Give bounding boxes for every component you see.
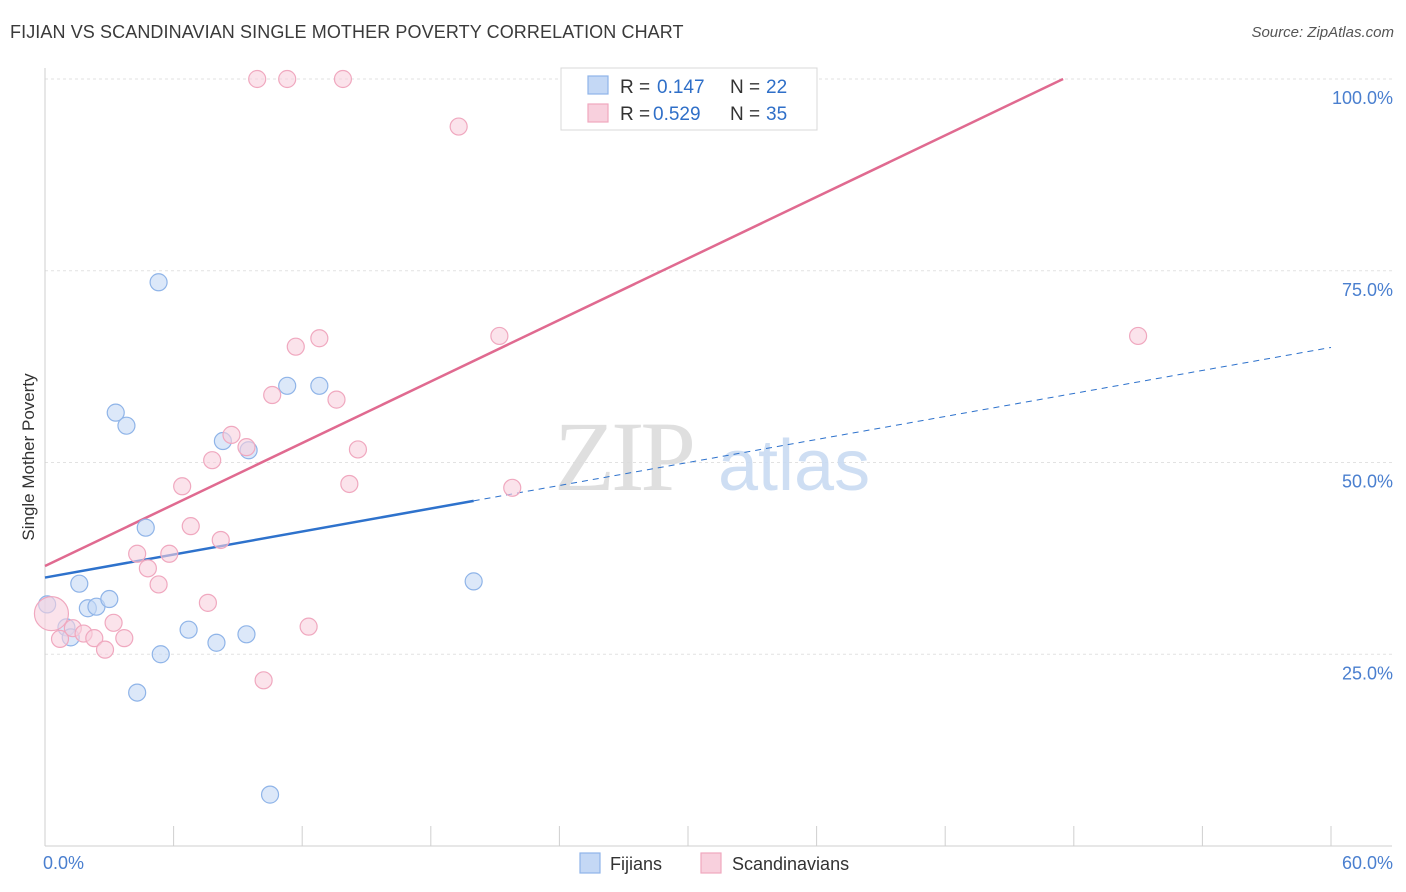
bottom-legend-fijians: Fijians [610, 854, 662, 874]
legend-n-label-2: N = [730, 104, 760, 125]
point-scandinavians [490, 326, 509, 346]
y-tick-label: 100.0% [1332, 88, 1393, 108]
point-fijians [149, 273, 168, 292]
point-scandinavians [1128, 326, 1148, 346]
point-scandinavians [237, 438, 256, 457]
point-scandinavians [85, 629, 104, 648]
x-tick-label: 60.0% [1342, 853, 1393, 873]
legend-r-label-1: R = [620, 77, 650, 98]
point-scandinavians [128, 544, 147, 563]
point-scandinavians [138, 559, 157, 578]
point-fijians [278, 376, 297, 395]
point-scandinavians [248, 69, 267, 89]
bottom-legend-swatch-fijians [579, 852, 601, 874]
source-label: Source: ZipAtlas.com [1251, 24, 1394, 41]
point-scandinavians [340, 474, 359, 494]
bottom-legend: Fijians Scandinavians [579, 852, 849, 874]
point-fijians [179, 620, 198, 639]
point-scandinavians [115, 629, 134, 648]
legend: R = 0.147 N = 22 R = 0.529 N = 35 [560, 67, 818, 131]
x-tick-labels: 0.0% 60.0% [43, 853, 1393, 873]
trend-line-0 [44, 499, 474, 579]
y-tick-label: 75.0% [1342, 280, 1393, 300]
point-scandinavians [449, 117, 468, 136]
axes [44, 68, 1392, 847]
point-scandinavians [203, 451, 222, 470]
point-fijians [128, 683, 147, 702]
point-scandinavians [33, 595, 70, 632]
point-scandinavians [310, 329, 329, 348]
legend-n-label-1: N = [730, 77, 760, 98]
trend-line-extension-0 [473, 346, 1332, 502]
data-points [33, 69, 1148, 804]
point-fijians [100, 589, 119, 609]
bottom-legend-scandinavians: Scandinavians [732, 854, 849, 874]
point-scandinavians [149, 575, 168, 594]
point-fijians [464, 572, 483, 591]
point-fijians [260, 785, 280, 804]
point-scandinavians [104, 613, 123, 632]
point-scandinavians [263, 385, 282, 405]
grid-lines [45, 78, 1392, 655]
chart-title: FIJIAN VS SCANDINAVIAN SINGLE MOTHER POV… [10, 22, 684, 42]
legend-swatch-fijians [587, 75, 609, 95]
watermark-atlas: atlas [718, 426, 870, 506]
point-scandinavians [278, 69, 297, 89]
point-scandinavians [160, 544, 179, 563]
point-fijians [207, 633, 226, 652]
legend-swatch-scandinavians [587, 103, 609, 123]
legend-r-value-1: 0.147 [657, 77, 705, 98]
point-scandinavians [503, 478, 522, 497]
point-scandinavians [299, 617, 318, 636]
point-scandinavians [198, 593, 217, 612]
point-scandinavians [286, 337, 305, 356]
point-scandinavians [181, 517, 200, 536]
point-fijians [117, 416, 136, 435]
point-fijians [136, 518, 155, 537]
legend-r-label-2: R = [620, 104, 650, 125]
watermark: ZIP atlas [554, 401, 870, 512]
trend-line-1 [44, 77, 1064, 568]
x-tick-label: 0.0% [43, 853, 84, 873]
trend-lines [44, 77, 1332, 579]
y-tick-label: 25.0% [1342, 663, 1393, 683]
point-scandinavians [222, 425, 241, 444]
point-fijians [70, 574, 89, 593]
bottom-legend-swatch-scandinavians [700, 852, 722, 874]
point-scandinavians [348, 440, 368, 459]
point-scandinavians [173, 477, 192, 496]
point-scandinavians [327, 390, 346, 409]
point-scandinavians [95, 640, 115, 659]
point-fijians [310, 376, 329, 395]
point-scandinavians [211, 530, 230, 550]
watermark-zip: ZIP [554, 401, 692, 512]
point-fijians [106, 403, 125, 422]
legend-n-value-1: 22 [766, 77, 787, 98]
point-scandinavians [254, 671, 273, 690]
y-tick-labels: 25.0% 50.0% 75.0% 100.0% [1332, 88, 1393, 683]
legend-r-value-2: 0.529 [653, 104, 701, 125]
legend-n-value-2: 35 [766, 104, 787, 125]
point-fijians [151, 645, 170, 664]
y-tick-label: 50.0% [1342, 472, 1393, 492]
point-fijians [237, 625, 256, 644]
point-scandinavians [50, 629, 70, 649]
y-axis-title: Single Mother Poverty [19, 373, 38, 541]
point-scandinavians [333, 69, 353, 89]
